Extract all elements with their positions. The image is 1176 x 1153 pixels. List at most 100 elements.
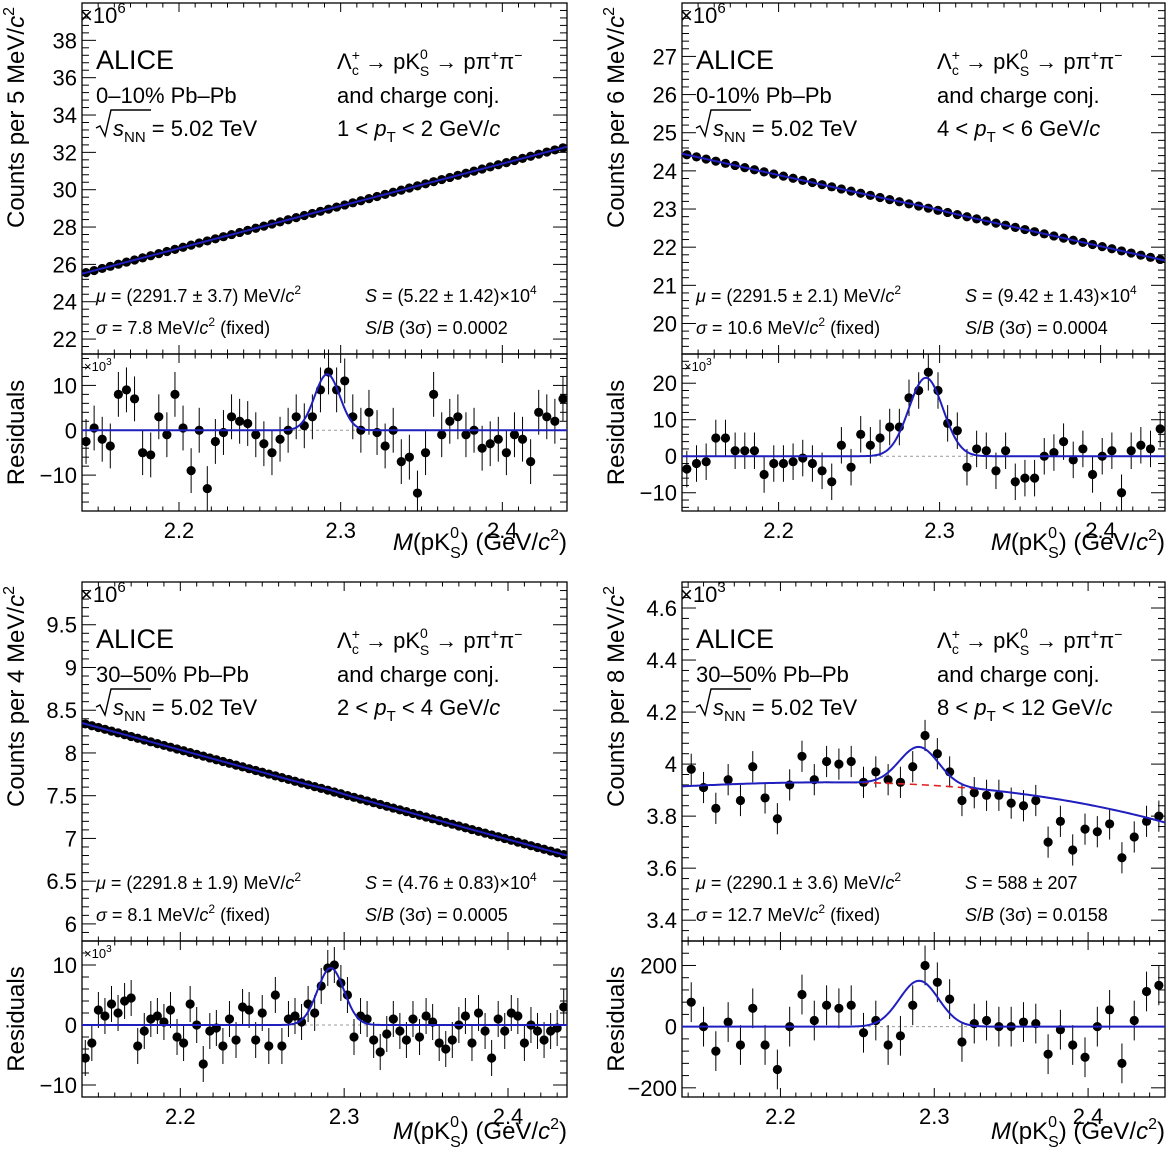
residual-point	[760, 470, 769, 479]
x-tick-label: 2.2	[165, 1104, 196, 1129]
mu-result: μ = (2291.8 ± 1.9) MeV/c2	[95, 870, 301, 893]
residual-point	[251, 1035, 260, 1044]
residual-point	[421, 448, 430, 457]
residual-point	[827, 477, 836, 486]
energy-label: sNN = 5.02 TeV	[713, 116, 858, 146]
residual-point	[526, 457, 535, 466]
data-point	[957, 796, 966, 805]
data-point	[1093, 827, 1102, 836]
data-point	[1130, 832, 1139, 841]
residual-point	[822, 1001, 831, 1010]
y-tick-label: 23	[653, 197, 677, 222]
residual-point	[106, 441, 115, 450]
x-axis-label: M(pK0 S) (GeV/c2)	[393, 525, 567, 562]
mu-result: μ = (2290.1 ± 3.6) MeV/c2	[695, 870, 901, 893]
experiment-label: ALICE	[696, 45, 774, 75]
experiment-label: ALICE	[696, 624, 774, 654]
residual-point	[429, 390, 438, 399]
residual-point	[884, 1040, 893, 1049]
residual-point	[81, 437, 90, 446]
data-point	[736, 796, 745, 805]
y-tick-label: 8	[65, 741, 77, 766]
residual-point	[1068, 1040, 1077, 1049]
residual-point	[798, 453, 807, 462]
centrality-label: 30–50% Pb–Pb	[696, 662, 849, 687]
residual-point	[711, 433, 720, 442]
data-point	[760, 793, 769, 802]
residual-multiplier: ×103	[684, 357, 712, 374]
residual-point	[1154, 981, 1163, 990]
y-tick-label: 32	[53, 140, 77, 165]
y-tick-label: 8.5	[46, 698, 77, 723]
residual-point	[235, 417, 244, 426]
residual-point	[760, 1040, 769, 1049]
y-multiplier: ×106	[80, 0, 126, 28]
data-point	[711, 804, 720, 813]
residual-point	[146, 450, 155, 459]
signal-result: S = 588 ± 207	[965, 873, 1077, 893]
data-point	[982, 791, 991, 800]
residual-point	[405, 453, 414, 462]
residual-point	[788, 457, 797, 466]
mu-result: μ = (2291.5 ± 2.1) MeV/c2	[695, 283, 901, 306]
residual-point	[773, 1065, 782, 1074]
residual-point	[1107, 446, 1116, 455]
residual-point	[170, 390, 179, 399]
residual-point	[186, 999, 195, 1008]
residual-point	[711, 1047, 720, 1056]
residual-point	[972, 444, 981, 453]
residual-tick-label: 10	[53, 953, 77, 978]
residual-point	[542, 412, 551, 421]
sigma-result: σ = 12.7 MeV/c2 (fixed)	[696, 902, 880, 925]
residual-point	[340, 376, 349, 385]
y-tick-label: 20	[653, 311, 677, 336]
y-multiplier: ×106	[80, 579, 126, 607]
residual-point	[179, 1038, 188, 1047]
x-tick-label: 2.2	[765, 1104, 796, 1129]
residual-point	[494, 1014, 503, 1023]
residual-tick-label: −10	[640, 481, 677, 506]
residual-point	[245, 1005, 254, 1014]
residual-multiplier: ×103	[84, 357, 112, 374]
y-tick-label: 9	[65, 655, 77, 680]
sigma-result: σ = 10.6 MeV/c2 (fixed)	[696, 315, 880, 338]
residual-point	[486, 439, 495, 448]
residual-point	[211, 437, 220, 446]
y-tick-label: 7	[65, 826, 77, 851]
y-axis-label: Counts per 6 MeV/c2	[601, 7, 630, 228]
y-tick-label: 36	[53, 66, 77, 91]
data-point	[896, 778, 905, 787]
residual-point	[264, 1041, 273, 1050]
energy-label: sNN = 5.02 TeV	[113, 116, 258, 146]
residual-point	[769, 459, 778, 468]
residual-point	[779, 459, 788, 468]
residual-point	[397, 457, 406, 466]
data-point	[834, 760, 843, 769]
residual-point	[122, 385, 131, 394]
residual-point	[166, 1005, 175, 1014]
y-tick-label: 22	[653, 235, 677, 260]
residual-point	[748, 1004, 757, 1013]
x-tick-label: 2.3	[924, 518, 955, 543]
residual-point	[275, 435, 284, 444]
residual-point	[797, 990, 806, 999]
residual-point	[162, 430, 171, 439]
residual-point	[1117, 1059, 1126, 1068]
decay-label: Λ+ c → pK0 S → pπ+π−	[937, 46, 1122, 79]
data-point	[1007, 799, 1016, 808]
y-tick-label: 4.2	[646, 700, 677, 725]
residual-point	[437, 430, 446, 439]
data-point	[1043, 838, 1052, 847]
residual-point	[114, 390, 123, 399]
residual-point	[875, 433, 884, 442]
residual-point	[113, 1008, 122, 1017]
y-tick-label: 24	[53, 290, 77, 315]
data-point	[687, 765, 696, 774]
residual-point	[138, 448, 147, 457]
residual-axis-label: Residuals	[603, 380, 630, 485]
residual-point	[908, 1001, 917, 1010]
residual-tick-label: 20	[653, 371, 677, 396]
y-tick-label: 9.5	[46, 613, 77, 638]
residual-point	[408, 1014, 417, 1023]
residual-point	[154, 412, 163, 421]
